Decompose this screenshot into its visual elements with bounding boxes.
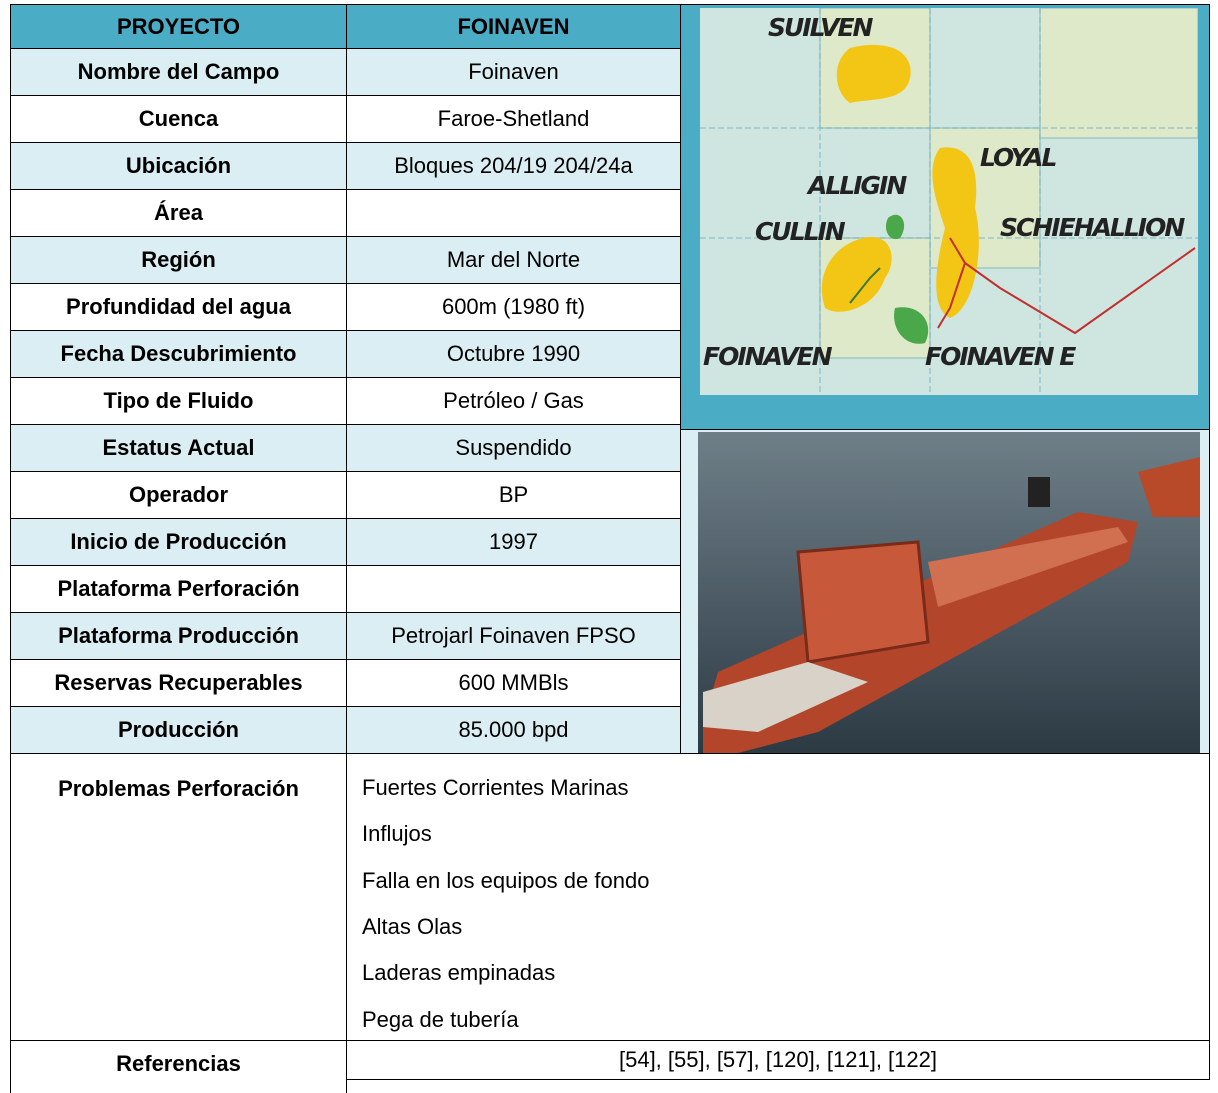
map-label: SUILVEN [768, 13, 874, 42]
row-value: Faroe-Shetland [346, 95, 681, 143]
row-label: Nombre del Campo [10, 48, 347, 96]
row-value [346, 189, 681, 237]
row-value: Petróleo / Gas [346, 377, 681, 425]
row-value: 600m (1980 ft) [346, 283, 681, 331]
row-value: BP [346, 471, 681, 519]
problems-label: Problemas Perforación [10, 753, 347, 1041]
row-label: Fecha Descubrimiento [10, 330, 347, 378]
problem-item: Pega de tubería [362, 1006, 519, 1032]
row-label: Profundidad del agua [10, 283, 347, 331]
header-label: PROYECTO [10, 4, 347, 49]
row-value: Suspendido [346, 424, 681, 472]
references-value: [54], [55], [57], [120], [121], [122] [346, 1040, 1210, 1080]
row-label: Operador [10, 471, 347, 519]
row-value: 1997 [346, 518, 681, 566]
problem-item: Altas Olas [362, 913, 463, 939]
row-label: Área [10, 189, 347, 237]
map-label: FOINAVEN E [925, 342, 1076, 371]
problem-item: Falla en los equipos de fondo [362, 867, 650, 893]
row-value: Octubre 1990 [346, 330, 681, 378]
row-label: Reservas Recuperables [10, 659, 347, 707]
header-value: FOINAVEN [346, 4, 681, 49]
row-label: Producción [10, 706, 347, 754]
map-label: SCHIEHALLION [1000, 213, 1185, 242]
row-label: Plataforma Perforación [10, 565, 347, 613]
map-label: ALLIGIN [806, 171, 907, 200]
row-label: Ubicación [10, 142, 347, 190]
row-label: Estatus Actual [10, 424, 347, 472]
row-value: 600 MMBls [346, 659, 681, 707]
row-value: Foinaven [346, 48, 681, 96]
problem-item: Laderas empinadas [362, 960, 556, 986]
row-value: 85.000 bpd [346, 706, 681, 754]
row-value [346, 565, 681, 613]
map: SUILVEN LOYAL ALLIGIN CULLIN SCHIEHALLIO… [700, 8, 1198, 395]
problem-item: Fuertes Corrientes Marinas [362, 775, 629, 800]
row-label: Plataforma Producción [10, 612, 347, 660]
row-label: Región [10, 236, 347, 284]
row-label: Cuenca [10, 95, 347, 143]
problem-item: Influjos [362, 821, 432, 847]
references-label: Referencias [10, 1040, 347, 1093]
map-label: CULLIN [755, 217, 846, 246]
row-value: Mar del Norte [346, 236, 681, 284]
row-label: Inicio de Producción [10, 518, 347, 566]
row-value: Bloques 204/19 204/24a [346, 142, 681, 190]
photo [698, 432, 1200, 753]
row-value: Petrojarl Foinaven FPSO [346, 612, 681, 660]
map-label: FOINAVEN [703, 342, 833, 371]
map-label: LOYAL [980, 143, 1057, 172]
row-label: Tipo de Fluido [10, 377, 347, 425]
